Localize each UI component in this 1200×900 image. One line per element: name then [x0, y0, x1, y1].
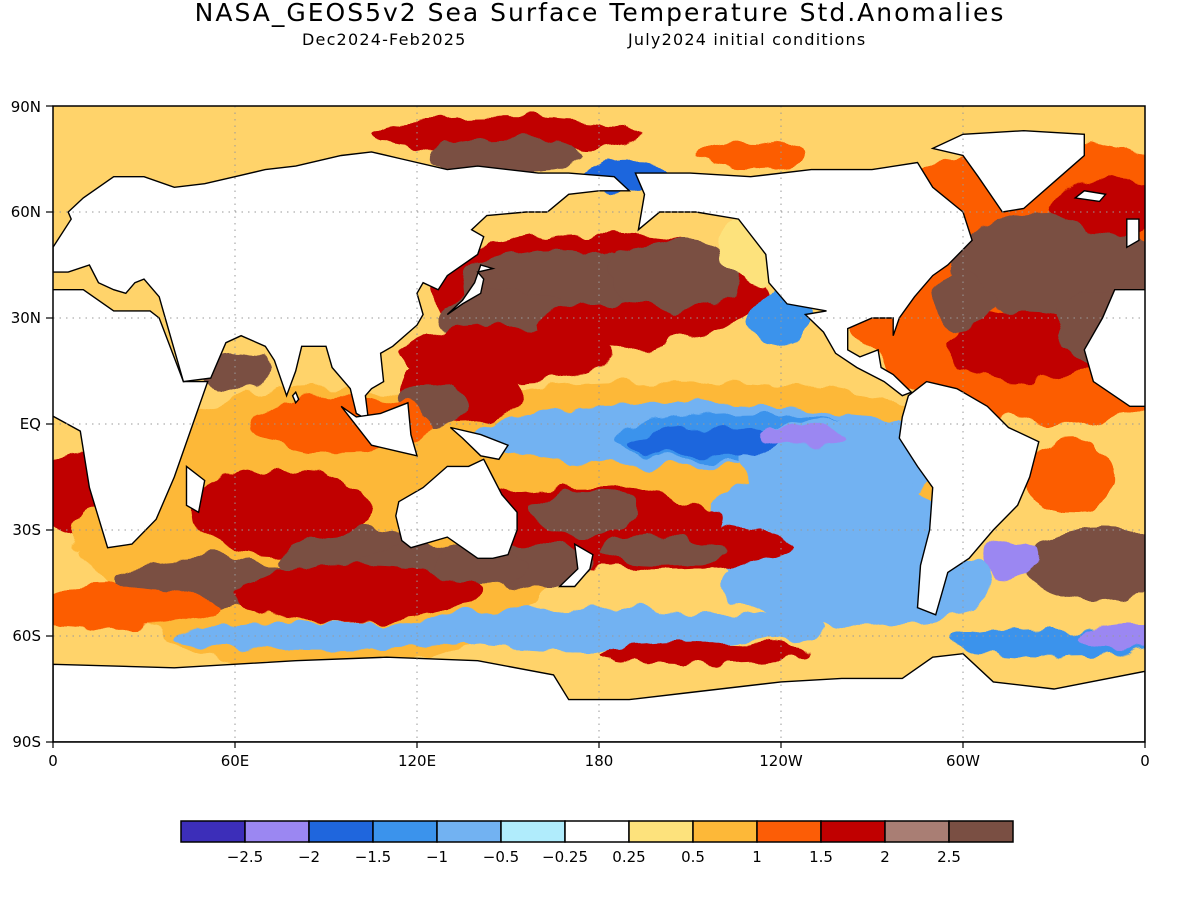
longitude-label: 60W — [946, 752, 980, 770]
anomaly-patch — [978, 540, 1039, 576]
latitude-labels: 90N 60N 30N EQ 30S 60S 90S — [11, 98, 53, 751]
anomaly-patch — [735, 614, 827, 644]
colorbar-tick-label: −0.25 — [542, 848, 588, 866]
landmasses — [53, 129, 1145, 742]
anomaly-patch — [932, 272, 994, 329]
chart-title: NASA_GEOS5v2 Sea Surface Temperature Std… — [194, 0, 1006, 27]
anomaly-patch — [1084, 621, 1145, 651]
latitude-label: 60N — [11, 203, 41, 221]
colorbar-tick-label: −1 — [426, 848, 448, 866]
colorbar-swatch — [628, 820, 694, 843]
colorbar-tick-label: −2.5 — [227, 848, 263, 866]
colorbar-tick-label: 1.5 — [809, 848, 833, 866]
anomaly-patch — [599, 643, 812, 665]
land-new-zealand — [557, 542, 594, 588]
land-new-guinea — [449, 426, 510, 461]
land-japan — [446, 264, 496, 316]
colorbar-swatch — [308, 820, 374, 843]
colorbar-swatch — [372, 820, 438, 843]
anomaly-patch — [599, 537, 721, 566]
anomaly-patch — [1023, 530, 1145, 601]
land-eurasia — [53, 151, 632, 422]
longitude-label: 0 — [1140, 752, 1150, 770]
anomaly-patch — [53, 586, 220, 629]
colorbar-swatch — [180, 820, 246, 843]
colorbar-swatch — [564, 820, 630, 843]
forecast-period: Dec2024-Feb2025 — [302, 30, 467, 49]
colorbar-swatch — [820, 820, 886, 843]
anomaly-patch — [1054, 176, 1145, 234]
anomaly-patch — [371, 116, 645, 152]
anomaly-patch — [608, 240, 742, 311]
anomaly-patch — [417, 607, 781, 651]
colorbar-tick-label: 0.5 — [681, 848, 705, 866]
anomaly-patch — [865, 487, 939, 573]
colorbar-swatch — [244, 820, 310, 843]
land-sri-lanka — [291, 390, 300, 405]
anomaly-patch — [759, 424, 851, 446]
longitude-label: 120W — [759, 752, 803, 770]
land-africa-west — [1083, 289, 1145, 407]
initial-conditions: July2024 initial conditions — [628, 30, 867, 49]
longitude-label: 60E — [221, 752, 250, 770]
colorbar-swatch — [884, 820, 950, 843]
anomaly-patch — [432, 137, 584, 174]
longitude-labels: 0 60E 120E 180 120W 60W 0 — [48, 742, 1150, 770]
land-britain — [1126, 218, 1140, 249]
anomaly-patch — [696, 141, 806, 170]
anomaly-patch — [529, 491, 639, 534]
longitude-label: 120E — [398, 752, 436, 770]
latitude-label: 60S — [12, 627, 41, 645]
longitude-label: 0 — [48, 752, 58, 770]
latitude-label: 90N — [11, 98, 41, 116]
colorbar-swatch — [948, 820, 1014, 843]
colorbar-tick-label: 2.5 — [937, 848, 961, 866]
land-madagascar — [185, 464, 206, 514]
land-indonesia — [340, 401, 419, 457]
map-plot-area — [53, 106, 1145, 742]
land-australia — [395, 458, 518, 559]
latitude-label: EQ — [20, 415, 41, 433]
colorbar-tick-label: 2 — [880, 848, 890, 866]
colorbar-tick-label: −1.5 — [355, 848, 391, 866]
colorbar-tick-label: 1 — [752, 848, 762, 866]
colorbar-swatch — [756, 820, 822, 843]
land-north-america — [634, 161, 973, 397]
colorbar-swatch — [692, 820, 758, 843]
latitude-label: 30N — [11, 309, 41, 327]
colorbar-swatch — [436, 820, 502, 843]
anomaly-patch — [234, 565, 478, 622]
land-iceland — [1073, 190, 1107, 203]
colorbar-tick-label: −2 — [298, 848, 320, 866]
latitude-label: 90S — [12, 733, 41, 751]
land-south-america — [898, 380, 1040, 616]
land-antarctica — [53, 652, 1145, 742]
anomaly-patch — [538, 300, 690, 350]
anomaly-patch — [629, 427, 781, 456]
colorbar: −2.5 −2 −1.5 −1 −0.5 −0.25 0.25 0.5 1 1.5 2 2.5 — [180, 820, 1014, 866]
latitude-label: 30S — [12, 521, 41, 539]
land-greenland — [930, 129, 1085, 213]
longitude-label: 180 — [585, 752, 614, 770]
colorbar-tick-label: −0.5 — [483, 848, 519, 866]
colorbar-tick-label: 0.25 — [612, 848, 645, 866]
gridlines — [53, 106, 1145, 742]
colorbar-swatch — [500, 820, 566, 843]
anomaly-patch — [1023, 441, 1115, 513]
land-africa — [53, 289, 209, 549]
